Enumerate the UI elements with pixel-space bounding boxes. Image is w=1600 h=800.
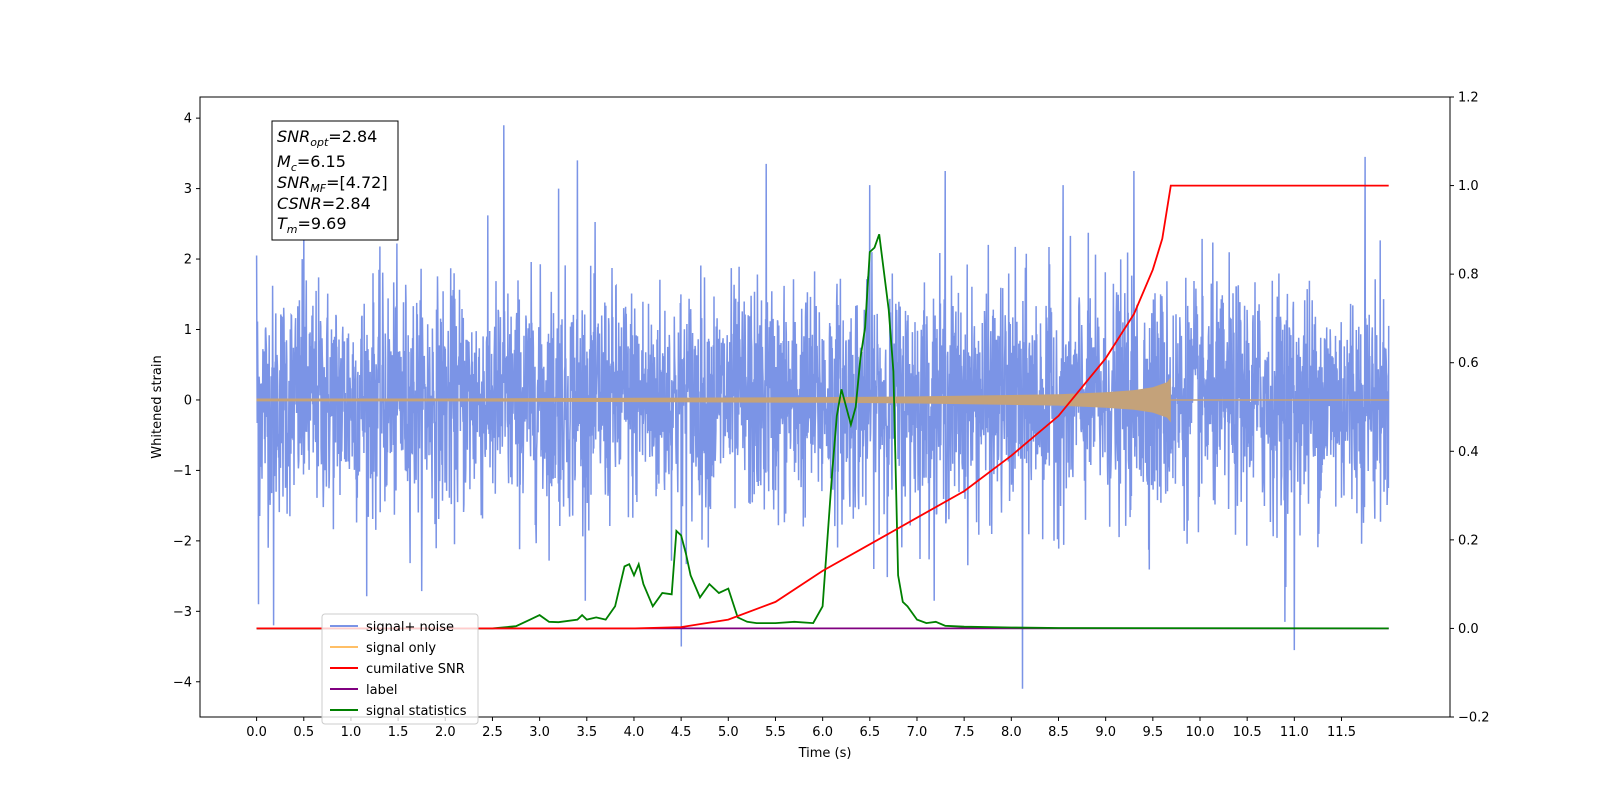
y2-tick-label: 1.0 xyxy=(1458,179,1479,194)
x-tick-label: 3.0 xyxy=(529,725,550,740)
x-tick-label: 5.0 xyxy=(718,725,739,740)
x-tick-label: 3.5 xyxy=(576,725,597,740)
info-snr-opt-sub: opt xyxy=(310,136,329,149)
x-tick-label: 4.0 xyxy=(624,725,645,740)
x-tick-label: 7.5 xyxy=(954,725,975,740)
y-tick-label: −4 xyxy=(173,675,192,690)
y-tick-label: 2 xyxy=(184,253,192,268)
x-tick-label: 1.5 xyxy=(388,725,409,740)
x-tick-label: 2.5 xyxy=(482,725,503,740)
info-mc-sub: c xyxy=(291,161,297,174)
signal-statistics-line xyxy=(256,234,1389,630)
y-tick-label: −2 xyxy=(173,534,192,549)
signal-only-series xyxy=(256,377,1389,423)
x-tick-label: 2.0 xyxy=(435,725,456,740)
x-tick-label: 6.0 xyxy=(812,725,833,740)
legend-frame xyxy=(321,613,479,725)
x-tick-label: 4.5 xyxy=(671,725,692,740)
x-tick-label: 5.5 xyxy=(765,725,786,740)
y-axis-label: Whitened strain xyxy=(150,355,165,458)
info-box-frame xyxy=(271,120,399,241)
x-tick-label: 8.5 xyxy=(1048,725,1069,740)
cumulative-snr-line xyxy=(256,184,1389,630)
info-snr-mf-sub: MF xyxy=(310,182,326,195)
plot-frame xyxy=(199,96,1451,718)
y-tick-label: −1 xyxy=(173,464,192,479)
noise-series xyxy=(255,125,1390,689)
y-axis-left: 4 3 2 1 0 −1 −2 −3 −4 xyxy=(173,112,200,690)
x-tick-label: 9.5 xyxy=(1142,725,1163,740)
y2-tick-label: 0.0 xyxy=(1458,622,1479,637)
y-tick-label: 0 xyxy=(184,393,192,408)
legend-label-cumulative-snr: cumilative SNR xyxy=(366,662,465,677)
info-mc: Mc=6.15 xyxy=(277,152,346,174)
y2-tick-label: 0.6 xyxy=(1458,356,1479,371)
x-tick-label: 6.5 xyxy=(859,725,880,740)
info-csnr-value: =2.84 xyxy=(322,194,371,213)
x-tick-label: 8.0 xyxy=(1001,725,1022,740)
info-mc-value: =6.15 xyxy=(297,152,346,171)
info-snr-opt-symbol: SNR xyxy=(277,127,310,146)
noise-line xyxy=(255,125,1390,689)
legend-label-signal-only: signal only xyxy=(366,641,436,656)
info-csnr-symbol: CSNR xyxy=(277,194,322,213)
info-snr-mf: SNRMF=[4.72] xyxy=(277,173,388,195)
info-snr-mf-value: =[4.72] xyxy=(326,173,388,192)
x-tick-label: 0.5 xyxy=(293,725,314,740)
legend-label-signal-noise: signal+ noise xyxy=(366,620,454,635)
x-tick-label: 11.0 xyxy=(1280,725,1309,740)
info-box: SNRopt=2.84 Mc=6.15 SNRMF=[4.72] CSNR=2.… xyxy=(271,120,399,241)
x-tick-label: 10.0 xyxy=(1186,725,1215,740)
y-tick-label: 1 xyxy=(184,323,192,338)
y2-tick-label: 0.8 xyxy=(1458,268,1479,283)
info-tm-symbol: T xyxy=(277,214,288,233)
y2-tick-label: 0.2 xyxy=(1458,533,1479,548)
y2-tick-label: 1.2 xyxy=(1458,91,1479,106)
legend: signal+ noise signal only cumilative SNR… xyxy=(321,613,479,725)
legend-label-label: label xyxy=(366,683,397,698)
x-axis-label: Time (s) xyxy=(798,746,852,761)
info-tm: Tm=9.69 xyxy=(277,214,347,236)
y-axis-right: 1.2 1.0 0.8 0.6 0.4 0.2 0.0 −0.2 xyxy=(1450,91,1490,726)
y-tick-label: −3 xyxy=(173,605,192,620)
info-snr-opt: SNRopt=2.84 xyxy=(277,127,377,149)
info-mc-symbol: M xyxy=(277,152,291,171)
x-tick-label: 10.5 xyxy=(1233,725,1262,740)
info-tm-sub: m xyxy=(287,223,298,236)
x-axis: 0.0 0.5 1.0 1.5 2.0 2.5 3.0 3.5 4.0 4.5 5.0 5.5 6.0 6… xyxy=(246,717,1356,740)
info-snr-opt-value: =2.84 xyxy=(328,127,377,146)
x-tick-label: 0.0 xyxy=(246,725,267,740)
y-tick-label: 4 xyxy=(184,112,192,127)
info-tm-value: =9.69 xyxy=(298,214,347,233)
y2-tick-label: −0.2 xyxy=(1458,711,1490,726)
legend-label-signal-statistics: signal statistics xyxy=(366,704,467,719)
x-tick-label: 9.0 xyxy=(1095,725,1116,740)
x-tick-label: 7.0 xyxy=(907,725,928,740)
y-tick-label: 3 xyxy=(184,182,192,197)
info-csnr: CSNR=2.84 xyxy=(277,194,371,213)
x-tick-label: 11.5 xyxy=(1327,725,1356,740)
y2-tick-label: 0.4 xyxy=(1458,445,1479,460)
info-snr-mf-symbol: SNR xyxy=(277,173,310,192)
x-tick-label: 1.0 xyxy=(341,725,362,740)
